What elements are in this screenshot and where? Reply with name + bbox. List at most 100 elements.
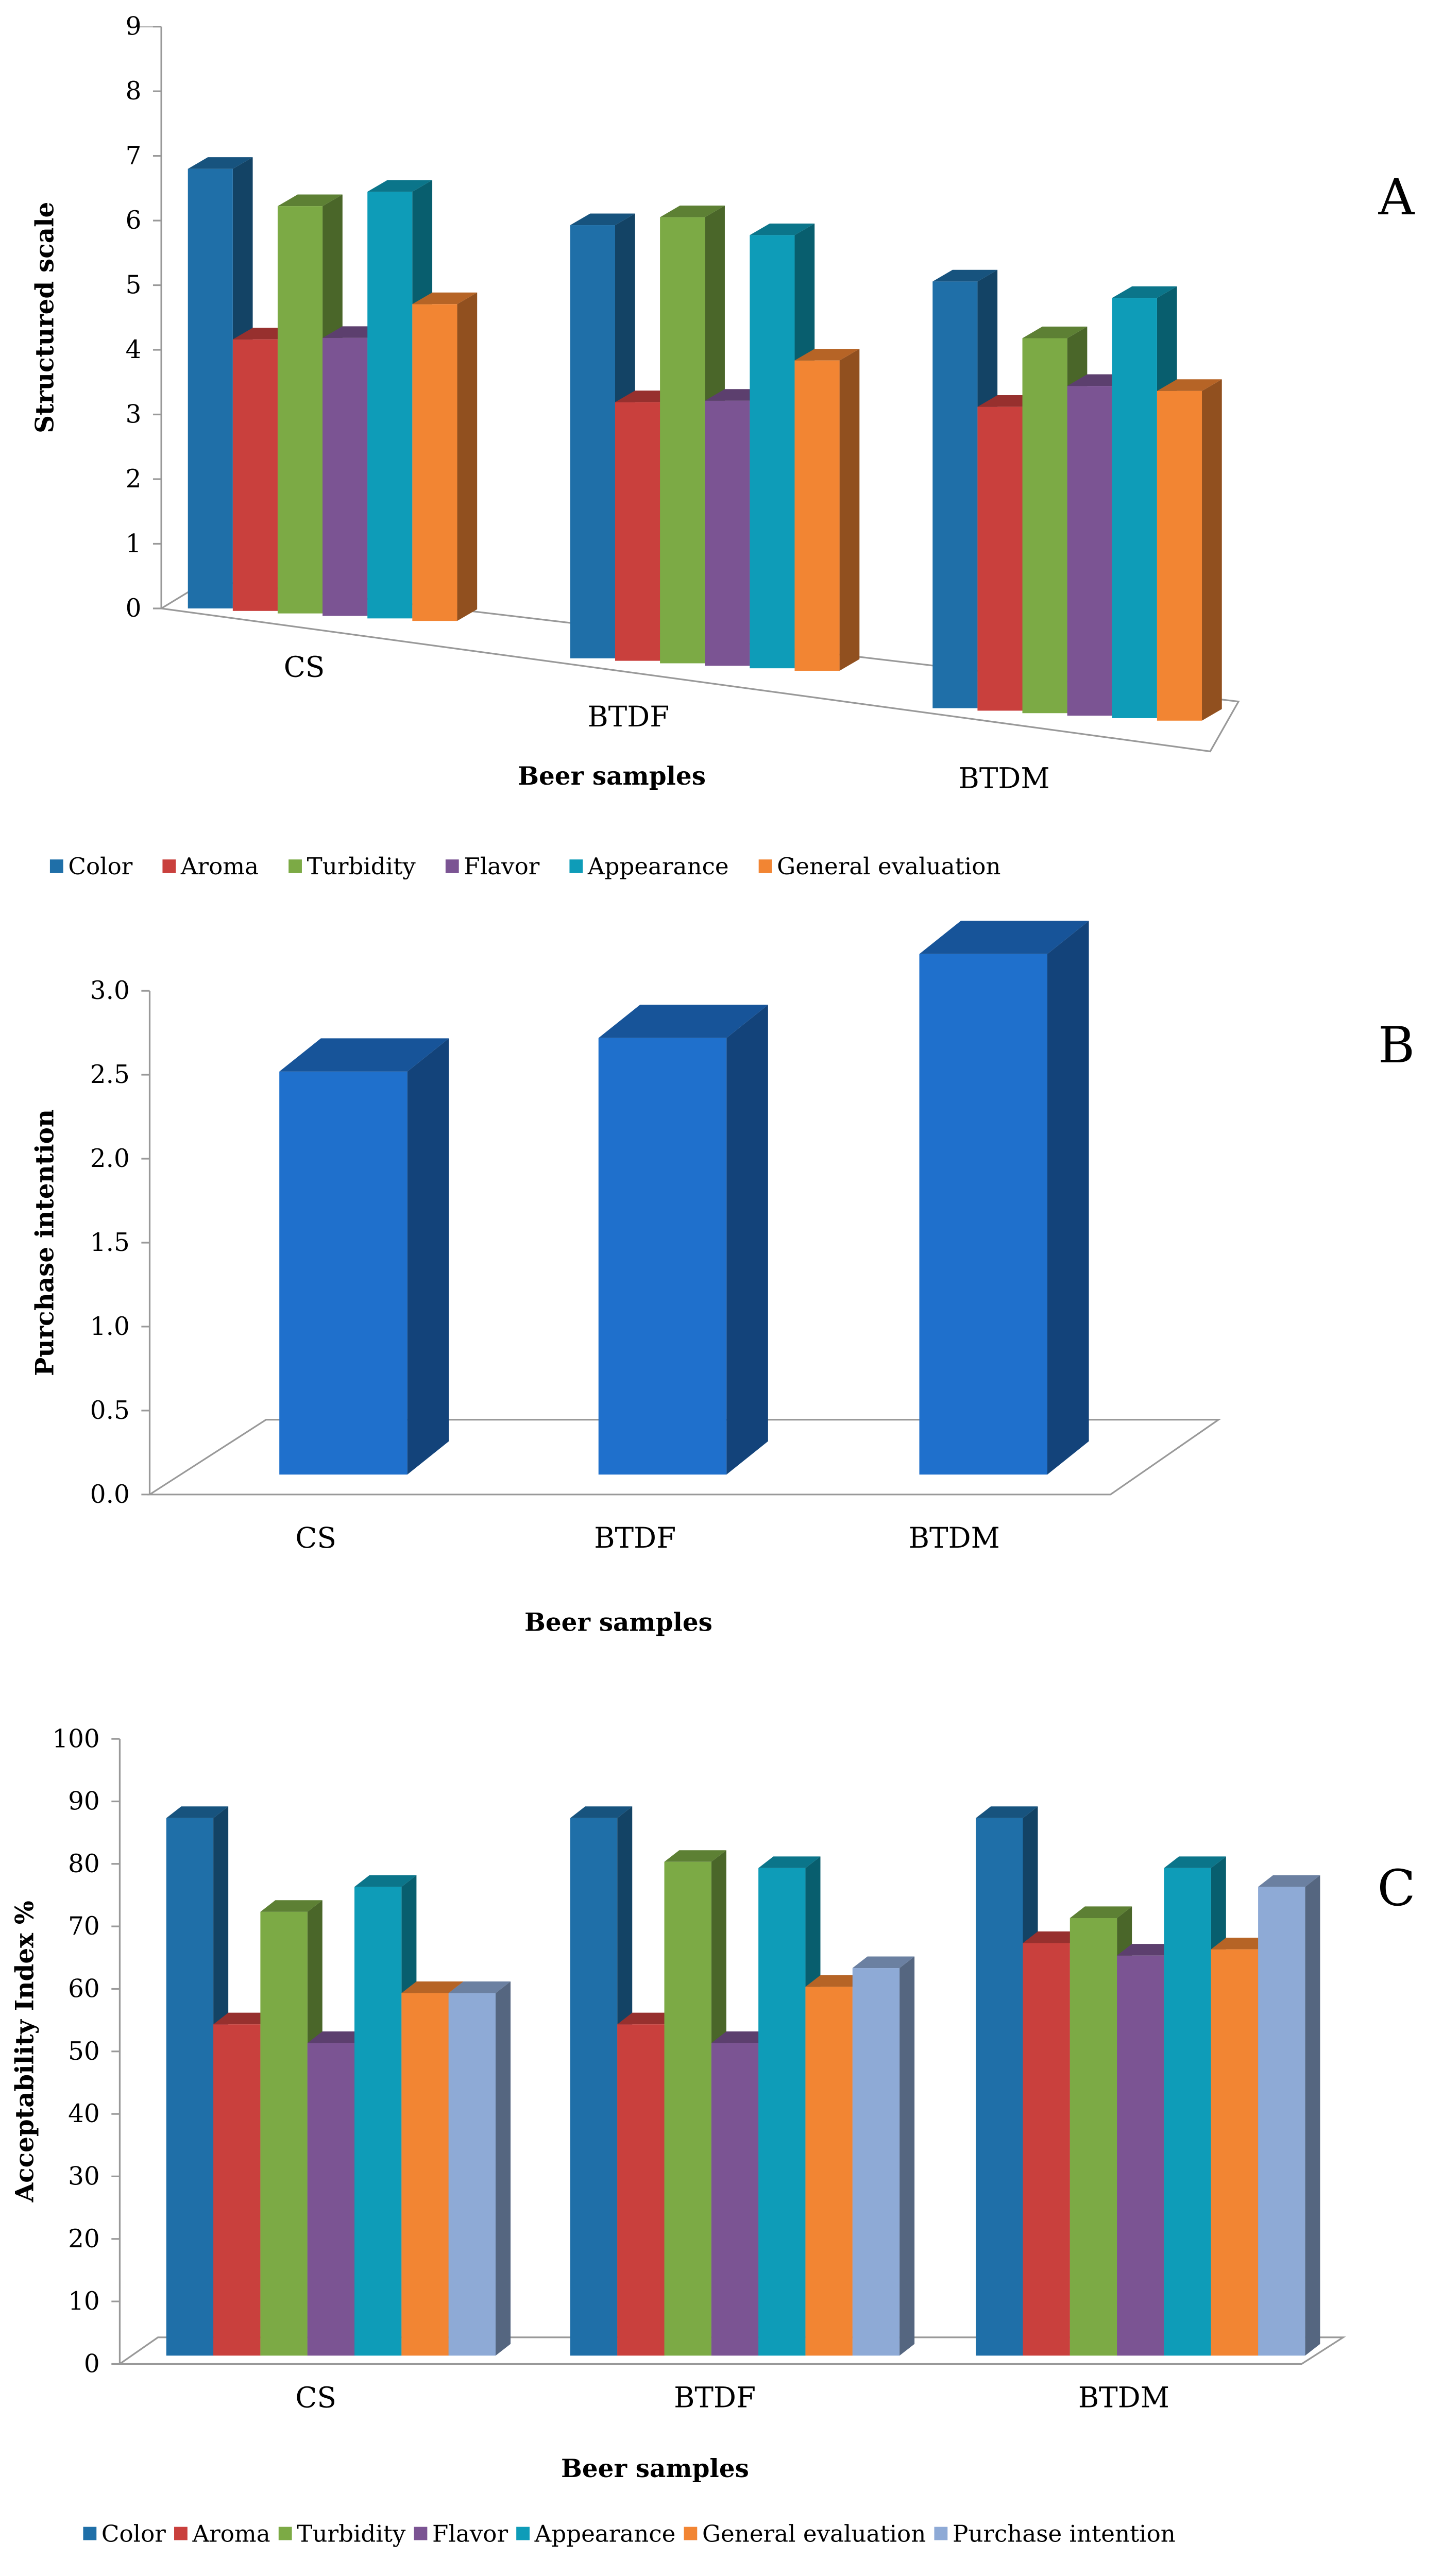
y-tick-label: 5 [126,271,142,300]
y-tick-label: 2.5 [90,1060,130,1089]
y-tick-label: 3.0 [90,976,130,1005]
y-tick-label: 20 [68,2225,100,2253]
bar-top [1157,379,1222,391]
chart-b: 0.0 0.5 1.0 1.5 2.0 2.5 3.0 Purchase intention C… [30,921,1415,1637]
bar-top [412,292,478,304]
bar [277,206,323,614]
bar [794,360,840,671]
bar [232,339,278,611]
bar-top [354,1875,417,1887]
bar-top [805,1975,868,1987]
bar [977,406,1023,711]
bar-top [1022,326,1088,338]
legend-label: Flavor [464,853,539,880]
bar-top [277,194,343,207]
legend-swatch [684,2527,698,2540]
bar [1023,1943,1070,2356]
bar [852,1968,900,2356]
bar [805,1987,853,2356]
y-tick-label: 1 [126,530,142,558]
x-tick-label: CS [295,2381,336,2414]
bar-top [758,1856,821,1868]
y-tick-label: 60 [68,1975,100,2004]
y-tick-label: 100 [52,1724,99,1753]
bar-top [260,1900,322,1912]
bar [570,225,615,658]
bar [660,217,705,664]
legend-swatch [569,859,583,873]
bar-side [839,349,860,671]
bar-top [598,1005,768,1038]
bar [448,1993,496,2356]
legend-swatch [758,859,772,873]
bar-side [1202,379,1222,721]
bar [166,1818,214,2356]
y-tick-label: 1.5 [90,1228,130,1257]
bar-top [1117,1944,1179,1956]
bar [367,192,413,619]
bar [750,235,795,669]
y-axis-title: Purchase intention [30,1109,59,1376]
bar-top [664,1850,726,1862]
bar-top [794,349,860,361]
legend-label: Color [68,853,132,880]
y-tick-label: 2.0 [90,1144,130,1173]
legend-swatch [49,859,63,873]
legend-swatch [174,2527,188,2540]
bar-side [1305,1875,1320,2356]
bar-top [166,1806,229,1818]
x-axis-title: Beer samples [518,762,706,791]
y-tick-label: 9 [126,12,142,41]
legend-label: Flavor [432,2520,508,2548]
bar-top [367,180,433,192]
bar-top [932,269,998,282]
x-axis-title: Beer samples [524,1608,712,1637]
y-tick-label: 30 [68,2162,100,2191]
bar [705,400,750,666]
chart-c: 0 10 20 30 40 50 60 70 80 90 100 Acceptability Inde… [11,1724,1416,2547]
y-tick-label: 0 [126,594,142,623]
bar-top [401,1981,464,1993]
bar [412,304,457,621]
legend-label: Appearance [587,853,729,880]
y-tick-label: 6 [126,206,142,235]
legend-swatch [934,2527,948,2540]
bar [1022,338,1067,714]
bar-top [617,2012,680,2025]
bar-side [495,1981,511,2356]
bar [919,954,1047,1475]
bar [401,1993,449,2356]
bar [1067,386,1112,716]
legend-swatch [445,859,459,873]
x-tick-label: BTDF [594,1521,676,1554]
y-tick-label: 0.0 [90,1480,130,1509]
legend-swatch [288,859,302,873]
bar [932,281,978,708]
y-tick-label: 90 [68,1787,100,1816]
y-tick-label: 4 [126,335,142,364]
bar-top [570,1806,633,1818]
y-tick-label: 7 [126,142,142,171]
y-tick-label: 2 [126,465,142,494]
bar-top [750,223,815,235]
y-tick-label: 40 [68,2099,100,2128]
legend-label: General evaluation [777,853,1000,880]
legend-label: Turbidity [307,853,416,880]
legend-swatch [414,2527,428,2540]
x-tick-label: BTDM [1078,2381,1169,2414]
bar [307,2043,355,2356]
y-tick-label: 50 [68,2037,100,2066]
x-axis-title: Beer samples [561,2454,749,2483]
bar [1069,1918,1117,2356]
legend-swatch [83,2527,97,2540]
bar [976,1818,1023,2356]
y-tick-label: 80 [68,1850,100,1878]
x-tick-label: BTDM [909,1521,1000,1554]
y-axis-title: Acceptability Index % [11,1901,40,2202]
bar [213,2024,261,2356]
bar-top [1023,1931,1085,1943]
bar [615,402,660,661]
legend-swatch [516,2527,530,2540]
bar [188,168,233,608]
